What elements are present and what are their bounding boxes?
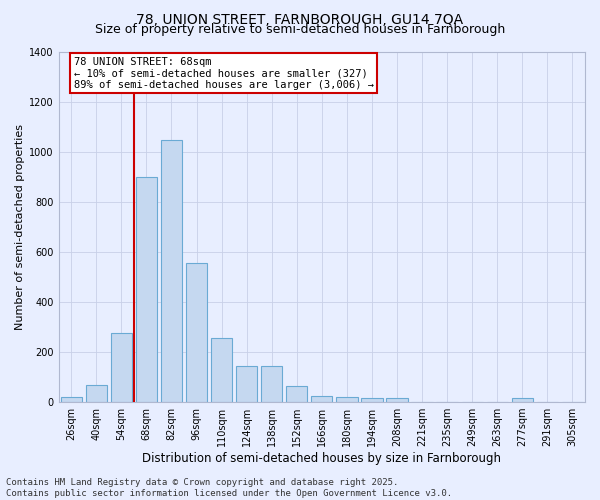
Bar [361, 398, 383, 402]
Text: Contains HM Land Registry data © Crown copyright and database right 2025.
Contai: Contains HM Land Registry data © Crown c… [6, 478, 452, 498]
Bar [512, 398, 533, 402]
X-axis label: Distribution of semi-detached houses by size in Farnborough: Distribution of semi-detached houses by … [142, 452, 502, 465]
Bar [61, 397, 82, 402]
Bar [136, 176, 157, 402]
Bar [286, 386, 307, 402]
Bar [386, 398, 407, 402]
Bar [211, 338, 232, 402]
Bar [236, 366, 257, 402]
Text: Size of property relative to semi-detached houses in Farnborough: Size of property relative to semi-detach… [95, 22, 505, 36]
Bar [186, 263, 207, 402]
Bar [161, 140, 182, 402]
Y-axis label: Number of semi-detached properties: Number of semi-detached properties [15, 124, 25, 330]
Bar [261, 366, 283, 402]
Bar [336, 396, 358, 402]
Text: 78, UNION STREET, FARNBOROUGH, GU14 7QA: 78, UNION STREET, FARNBOROUGH, GU14 7QA [136, 12, 464, 26]
Bar [110, 333, 132, 402]
Bar [86, 385, 107, 402]
Bar [311, 396, 332, 402]
Text: 78 UNION STREET: 68sqm
← 10% of semi-detached houses are smaller (327)
89% of se: 78 UNION STREET: 68sqm ← 10% of semi-det… [74, 56, 374, 90]
